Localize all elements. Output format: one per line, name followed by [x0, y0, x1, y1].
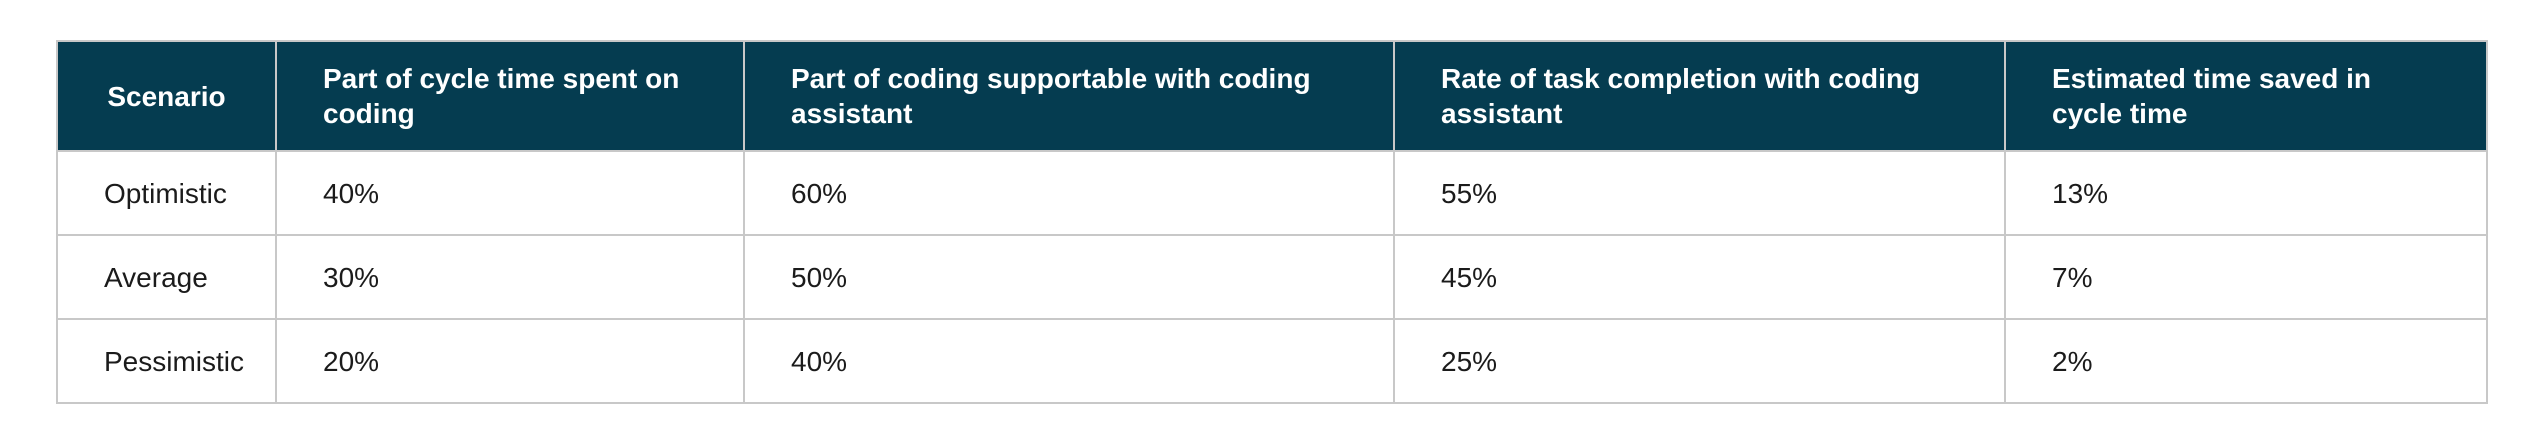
- cell-scenario: Pessimistic: [56, 318, 277, 404]
- cell-time-saved: 13%: [2004, 150, 2488, 236]
- table-row: Optimistic 40% 60% 55% 13%: [56, 150, 2488, 236]
- cell-coding-supportable: 60%: [743, 150, 1395, 236]
- header-row: Scenario Part of cycle time spent on cod…: [56, 40, 2488, 152]
- table-body: Optimistic 40% 60% 55% 13% Average 30% 5…: [56, 150, 2488, 404]
- cell-coding-supportable: 50%: [743, 234, 1395, 320]
- cell-time-saved: 7%: [2004, 234, 2488, 320]
- header-time-saved: Estimated time saved in cycle time: [2004, 40, 2488, 152]
- cell-scenario: Average: [56, 234, 277, 320]
- header-coding-supportable: Part of coding supportable with coding a…: [743, 40, 1395, 152]
- table-row: Average 30% 50% 45% 7%: [56, 234, 2488, 320]
- header-cycle-time-coding: Part of cycle time spent on coding: [275, 40, 745, 152]
- table-header: Scenario Part of cycle time spent on cod…: [56, 40, 2488, 152]
- cell-cycle-time-coding: 40%: [275, 150, 745, 236]
- cell-scenario: Optimistic: [56, 150, 277, 236]
- cell-coding-supportable: 40%: [743, 318, 1395, 404]
- table-row: Pessimistic 20% 40% 25% 2%: [56, 318, 2488, 404]
- cell-time-saved: 2%: [2004, 318, 2488, 404]
- cell-task-completion-rate: 25%: [1393, 318, 2006, 404]
- header-scenario: Scenario: [56, 40, 277, 152]
- cell-cycle-time-coding: 20%: [275, 318, 745, 404]
- header-task-completion-rate: Rate of task completion with coding assi…: [1393, 40, 2006, 152]
- cell-task-completion-rate: 55%: [1393, 150, 2006, 236]
- scenario-table: Scenario Part of cycle time spent on cod…: [56, 40, 2488, 404]
- cell-cycle-time-coding: 30%: [275, 234, 745, 320]
- cell-task-completion-rate: 45%: [1393, 234, 2006, 320]
- scenario-table-container: Scenario Part of cycle time spent on cod…: [56, 40, 2488, 404]
